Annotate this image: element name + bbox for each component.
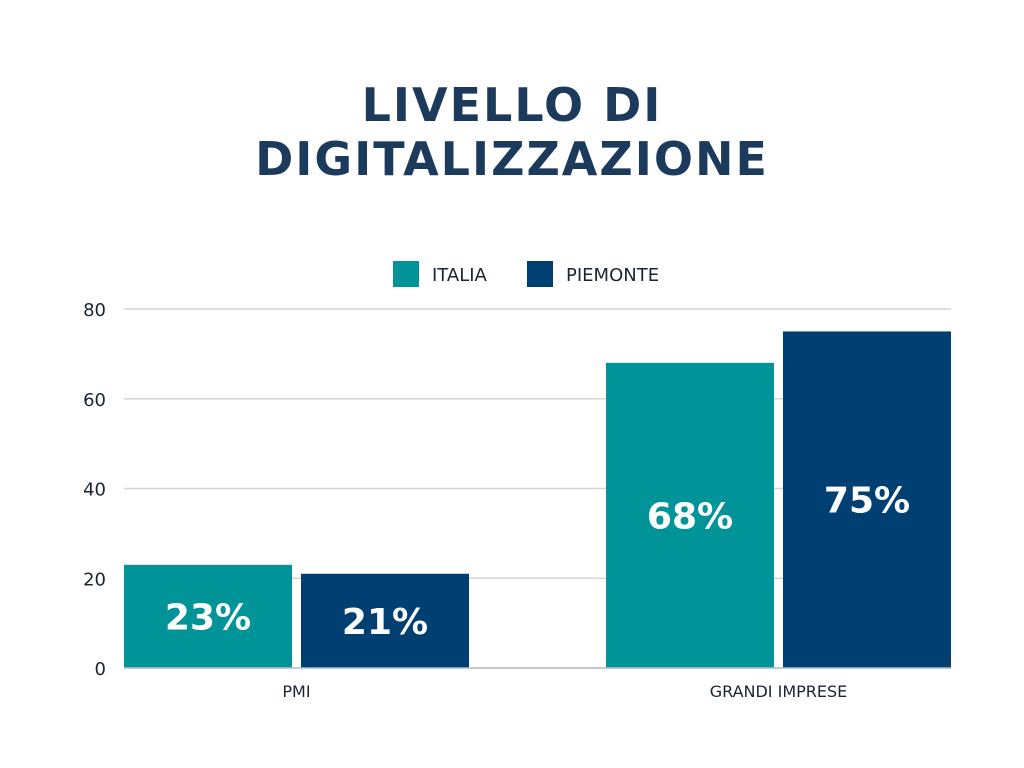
legend-swatch (527, 261, 553, 287)
y-tick-label: 80 (83, 300, 106, 321)
y-tick-label: 60 (83, 390, 106, 411)
legend-label: PIEMONTE (566, 265, 659, 286)
bar-italia (124, 564, 292, 668)
title-line-2: DIGITALIZZAZIONE (255, 132, 769, 186)
chart-title: LIVELLO DI DIGITALIZZAZIONE (0, 78, 1024, 186)
y-tick-label: 40 (83, 480, 106, 501)
bar-piemonte (301, 573, 469, 668)
data-label: 21% (342, 602, 428, 643)
legend-label: ITALIA (432, 265, 488, 286)
y-tick-label: 20 (83, 569, 106, 590)
title-line-1: LIVELLO DI (361, 78, 663, 132)
y-axis: 0 20 40 60 80 (83, 300, 106, 680)
legend: ITALIA PIEMONTE (393, 261, 659, 287)
x-category-label: PMI (282, 682, 310, 701)
data-label: 68% (647, 496, 733, 537)
x-category-label: GRANDI IMPRESE (710, 682, 848, 701)
x-axis: PMI GRANDI IMPRESE (124, 667, 951, 701)
data-label: 75% (824, 481, 910, 522)
data-label: 23% (165, 597, 251, 638)
y-tick-label: 0 (95, 659, 106, 680)
bar-piemonte (783, 331, 951, 668)
bar-italia (606, 362, 774, 668)
bars: 23% 21% 68% 75% (124, 331, 951, 668)
legend-swatch (393, 261, 419, 287)
